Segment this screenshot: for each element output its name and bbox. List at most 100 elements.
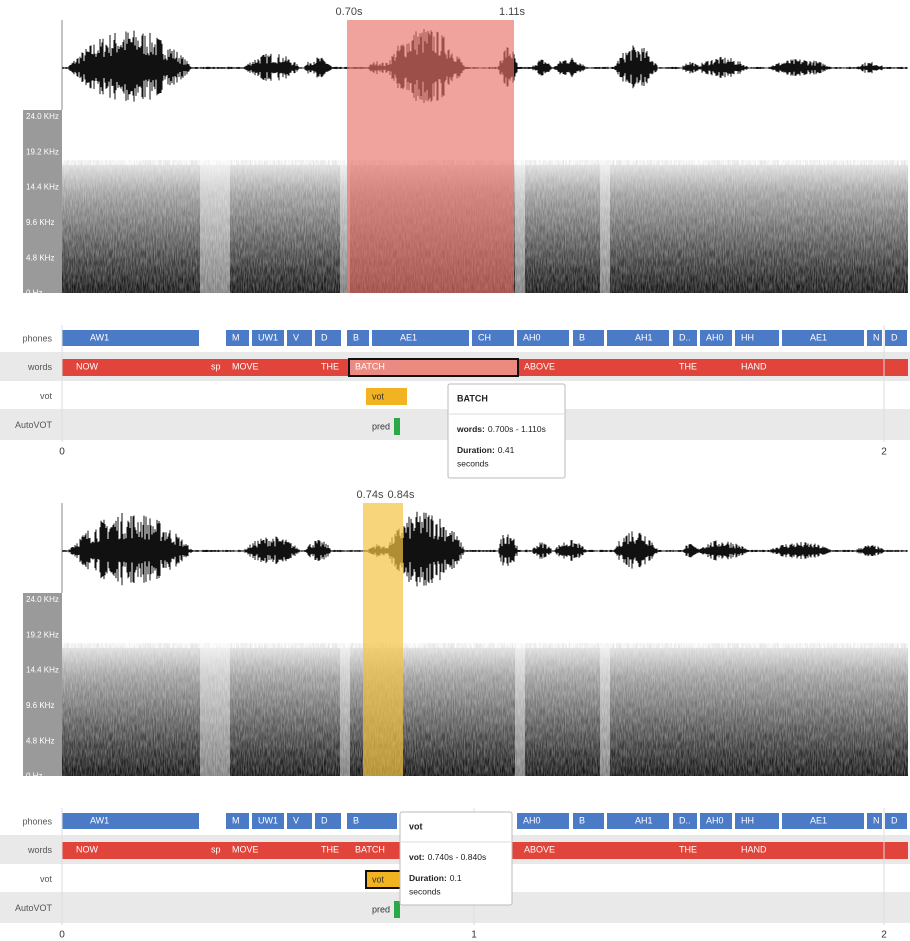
word-label: sp: [211, 844, 221, 854]
phone-label: UW1: [258, 815, 278, 825]
spectrogram-gap: [200, 160, 230, 293]
phone-label: AH0: [706, 332, 724, 342]
spectrogram-gap: [600, 160, 610, 293]
phone-label: AE1: [400, 332, 417, 342]
frequency-label: 24.0 KHz: [26, 595, 59, 604]
word-label: THE: [679, 844, 697, 854]
phone-label: D..: [679, 815, 691, 825]
tooltip-duration-label: Duration:: [409, 873, 447, 883]
time-label: 0: [59, 930, 65, 941]
spectrogram-gap: [515, 160, 525, 293]
frequency-label: 0 Hz: [26, 289, 42, 298]
word-label: HAND: [741, 844, 767, 854]
panel: 24.0 KHz19.2 KHz14.4 KHz9.6 KHz4.8 KHz0 …: [0, 6, 910, 478]
word-label: BATCH: [355, 844, 385, 854]
spectrogram-gap: [200, 643, 230, 776]
frequency-label: 4.8 KHz: [26, 253, 54, 262]
frequency-label: 4.8 KHz: [26, 736, 54, 745]
vot-label: vot: [372, 874, 385, 884]
phone-segment: [315, 330, 341, 346]
tier-name: vot: [40, 874, 53, 884]
pred-label: pred: [372, 904, 390, 914]
time-label: 2: [881, 930, 887, 941]
tooltip-range-value: 0.700s - 1.110s: [488, 424, 546, 434]
tooltip-duration: Duration:0.1: [409, 873, 462, 883]
phone-label: AW1: [90, 332, 109, 342]
phone-label: D..: [679, 332, 691, 342]
frequency-axis: [23, 593, 62, 776]
selection-start: 0.70s: [336, 6, 363, 18]
phone-label: CH: [478, 332, 491, 342]
phone-segment: [573, 330, 604, 346]
time-label: 1: [471, 930, 477, 941]
tooltip-range-value: 0.740s - 0.840s: [428, 852, 487, 862]
tooltip-range-label: vot:: [409, 852, 425, 862]
selection-end: 0.84s: [388, 489, 415, 501]
selection-start: 0.74s: [357, 489, 384, 501]
word-label: MOVE: [232, 361, 259, 371]
phone-label: UW1: [258, 332, 278, 342]
word-label: THE: [321, 361, 339, 371]
pred-segment: [394, 418, 400, 435]
selection-region: [363, 503, 403, 776]
word-label: ABOVE: [524, 361, 555, 371]
word-label: ABOVE: [524, 844, 555, 854]
pred-segment: [394, 901, 400, 918]
phone-label: D: [891, 815, 898, 825]
tooltip-range-label: words:: [456, 424, 485, 434]
tier-name: AutoVOT: [15, 903, 53, 913]
word-label: NOW: [76, 361, 99, 371]
word-label: BATCH: [355, 361, 385, 371]
frequency-axis: [23, 110, 62, 293]
tier-name: vot: [40, 391, 53, 401]
phone-label: D: [321, 815, 328, 825]
phone-label: D: [321, 332, 328, 342]
phone-label: B: [579, 815, 585, 825]
phone-label: AH1: [635, 815, 653, 825]
phone-label: V: [293, 332, 299, 342]
frequency-label: 19.2 KHz: [26, 630, 59, 639]
selection-region: [347, 20, 514, 293]
tier-name: phones: [22, 333, 52, 343]
phone-label: AH0: [706, 815, 724, 825]
tier-name: AutoVOT: [15, 420, 53, 430]
phone-label: M: [232, 332, 240, 342]
frequency-label: 9.6 KHz: [26, 218, 54, 227]
vot-label: vot: [372, 391, 385, 401]
word-label: THE: [321, 844, 339, 854]
phone-segment: [315, 813, 341, 829]
tooltip-unit: seconds: [457, 458, 489, 468]
tooltip-unit: seconds: [409, 886, 441, 896]
pred-label: pred: [372, 421, 390, 431]
word-label: sp: [211, 361, 221, 371]
time-label: 2: [881, 447, 887, 458]
annotation-tool: 24.0 KHz 19.2 KHz 14.4 KHz 9.6 KHz 4.8 KHz 0 …: [0, 0, 910, 941]
phone-label: M: [232, 815, 240, 825]
spectrogram-fade: [62, 633, 908, 776]
waveform: [62, 512, 907, 587]
tooltip-range: words:0.700s - 1.110s: [456, 424, 546, 434]
frequency-label: 19.2 KHz: [26, 147, 59, 156]
tooltip-duration-value: 0.41: [498, 445, 515, 455]
spectrogram-gap: [340, 643, 350, 776]
tier-name: words: [27, 845, 53, 855]
phone-segment: [287, 330, 312, 346]
tooltip-range: vot:0.740s - 0.840s: [409, 852, 486, 862]
phone-label: AE1: [810, 332, 827, 342]
phone-segment: [62, 813, 199, 829]
tooltip-title: vot: [409, 821, 423, 831]
word-label: NOW: [76, 844, 99, 854]
tier-name: phones: [22, 816, 52, 826]
phone-label: B: [353, 815, 359, 825]
frequency-label: 9.6 KHz: [26, 701, 54, 710]
frequency-label: 14.4 KHz: [26, 666, 59, 675]
tooltip-duration: Duration:0.41: [457, 445, 515, 455]
spectrogram-gap: [515, 643, 525, 776]
phone-label: AE1: [810, 815, 827, 825]
phone-segment: [62, 330, 199, 346]
tooltip-duration-label: Duration:: [457, 445, 495, 455]
selection-end: 1.11s: [499, 6, 526, 18]
phone-label: AH0: [523, 815, 541, 825]
tooltip-title: BATCH: [457, 393, 488, 403]
